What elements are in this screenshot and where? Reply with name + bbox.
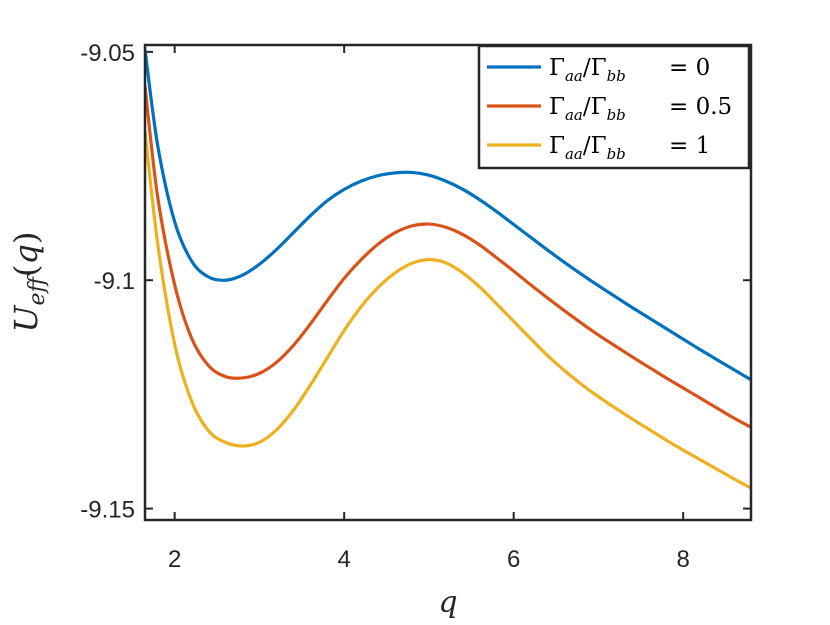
legend-entry-value: = 0 [669,55,710,81]
legend-entry-value: = 0.5 [669,94,732,120]
series-lines [145,49,751,490]
y-tick-label: -9.15 [80,497,135,524]
x-axis-label: q [438,585,457,620]
x-ticks: 2 4 6 8 [168,45,690,573]
y-ticks: -9.05 -9.1 -9.15 [80,40,751,524]
y-tick-label: -9.05 [80,40,135,67]
y-axis-label: Ueff(q) [7,231,50,332]
series-line [145,131,751,490]
series-line [145,49,751,382]
y-axis-label-argument: ( [7,264,45,276]
svg-text:Ueff(q): Ueff(q) [7,231,50,332]
y-axis-label-variable: q [7,244,45,264]
legend-entry-label: Γaa/Γbb [549,94,626,124]
x-tick-label: 2 [168,546,181,573]
x-tick-label: 4 [337,546,350,573]
plot-area-frame [143,43,753,522]
x-tick-label: 8 [677,546,690,573]
x-tick-label: 6 [507,546,520,573]
y-tick-label: -9.1 [94,268,135,295]
y-axis-label-close: ) [7,231,45,243]
y-axis-label-subscript: eff [25,274,50,306]
series-line [145,85,751,429]
legend-entry-value: = 1 [669,133,710,159]
legend: Γaa/Γbb = 0 Γaa/Γbb = 0.5 Γaa/Γbb = 1 [477,44,751,170]
legend-entry-label: Γaa/Γbb [549,133,626,163]
legend-entry-label: Γaa/Γbb [549,55,626,85]
y-axis-label-main: U [7,305,45,333]
